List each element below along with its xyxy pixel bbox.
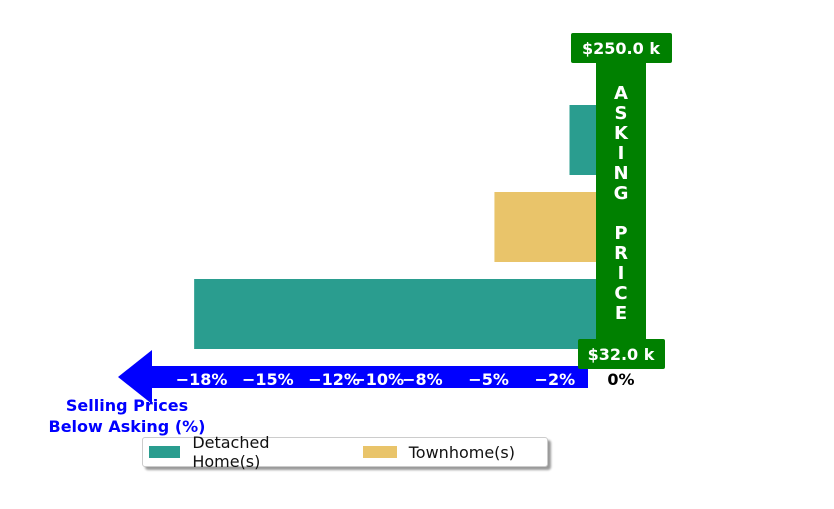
asking-price-letter: I: [618, 143, 625, 164]
x-tick-label: −15%: [242, 370, 294, 389]
price-bottom-badge: $32.0 k: [578, 339, 665, 369]
asking-price-letter: C: [614, 283, 627, 304]
asking-price-letter: S: [615, 103, 628, 124]
chart-legend: Detached Home(s) Townhome(s): [142, 433, 548, 471]
x-tick-label: −2%: [535, 370, 576, 389]
legend-label-detached: Detached Home(s): [192, 433, 270, 471]
asking-price-letter: R: [614, 243, 628, 264]
bar-1: [569, 105, 596, 175]
asking-price-letter: G: [614, 183, 629, 204]
legend-swatch-townhome: [362, 446, 397, 458]
x-tick-label: −10%: [352, 370, 404, 389]
price-bottom-label: $32.0 k: [588, 345, 655, 364]
asking-price-letter: N: [613, 163, 628, 184]
x-tick-label: 0%: [607, 370, 634, 389]
legend-item-townhome: Townhome(s): [362, 442, 515, 462]
x-axis-label-line-2: Below Asking (%): [49, 417, 206, 436]
x-ticks-layer: −18% −15% −12%−10%−8% −5% −2% 0%: [176, 370, 635, 389]
legend-label-townhome: Townhome(s): [408, 442, 515, 462]
bar-3: [194, 279, 597, 349]
x-tick-label: −5%: [468, 370, 509, 389]
x-tick-label: −12%: [308, 370, 360, 389]
asking-price-letter: P: [614, 223, 627, 244]
x-axis-arrow: [118, 350, 588, 404]
x-tick-label: −8%: [402, 370, 443, 389]
price-top-label: $250.0 k: [582, 39, 660, 58]
bars-layer: [194, 105, 597, 349]
asking-price-letter: K: [614, 123, 629, 144]
price-top-badge: $250.0 k: [571, 33, 672, 63]
asking-price-letter: I: [618, 263, 625, 284]
asking-price-bar: [596, 58, 646, 350]
asking-price-letter: A: [614, 83, 628, 104]
bar-2: [494, 192, 596, 262]
legend-swatch-detached: [149, 446, 181, 458]
asking-price-letter: E: [615, 303, 627, 324]
x-tick-label: −18%: [176, 370, 228, 389]
legend-item-detached: Detached Home(s): [149, 433, 331, 471]
x-axis-label-line-1: Selling Prices: [66, 396, 188, 415]
